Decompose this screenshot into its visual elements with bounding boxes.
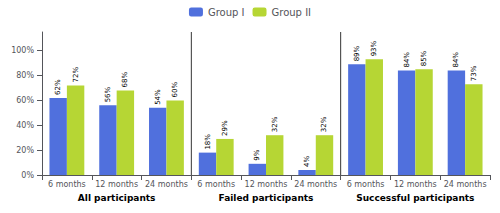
- svg-text:56%: 56%: [104, 86, 112, 102]
- svg-text:12 months: 12 months: [394, 180, 437, 189]
- svg-text:12 months: 12 months: [245, 180, 288, 189]
- svg-text:85%: 85%: [420, 50, 428, 66]
- svg-text:84%: 84%: [403, 52, 411, 68]
- svg-text:0%: 0%: [21, 171, 34, 180]
- svg-text:12 months: 12 months: [95, 180, 138, 189]
- svg-text:32%: 32%: [320, 116, 328, 132]
- svg-text:24 months: 24 months: [145, 180, 188, 189]
- svg-text:29%: 29%: [221, 120, 229, 136]
- svg-text:93%: 93%: [370, 40, 378, 56]
- svg-text:6 months: 6 months: [197, 180, 235, 189]
- svg-text:Group I: Group I: [208, 7, 245, 18]
- svg-text:9%: 9%: [253, 149, 261, 160]
- svg-text:80%: 80%: [16, 71, 34, 80]
- svg-text:24 months: 24 months: [444, 180, 487, 189]
- svg-text:32%: 32%: [271, 116, 279, 132]
- svg-text:84%: 84%: [452, 52, 460, 68]
- svg-text:6 months: 6 months: [48, 180, 86, 189]
- svg-text:6 months: 6 months: [347, 180, 385, 189]
- svg-text:89%: 89%: [353, 45, 361, 61]
- svg-text:20%: 20%: [16, 146, 34, 155]
- svg-text:72%: 72%: [72, 67, 80, 83]
- svg-text:60%: 60%: [171, 81, 179, 97]
- svg-text:73%: 73%: [470, 65, 478, 81]
- svg-text:4%: 4%: [303, 156, 311, 167]
- svg-text:Group II: Group II: [272, 7, 312, 18]
- svg-text:Failed participants: Failed participants: [219, 193, 314, 203]
- svg-text:68%: 68%: [121, 72, 129, 88]
- svg-text:24 months: 24 months: [294, 180, 337, 189]
- svg-text:18%: 18%: [204, 134, 212, 150]
- svg-text:40%: 40%: [16, 121, 34, 130]
- svg-text:100%: 100%: [11, 46, 34, 55]
- svg-text:54%: 54%: [154, 89, 162, 105]
- svg-text:60%: 60%: [16, 96, 34, 105]
- svg-text:Successful participants: Successful participants: [356, 193, 474, 203]
- svg-text:62%: 62%: [54, 79, 62, 95]
- svg-text:All participants: All participants: [78, 193, 156, 203]
